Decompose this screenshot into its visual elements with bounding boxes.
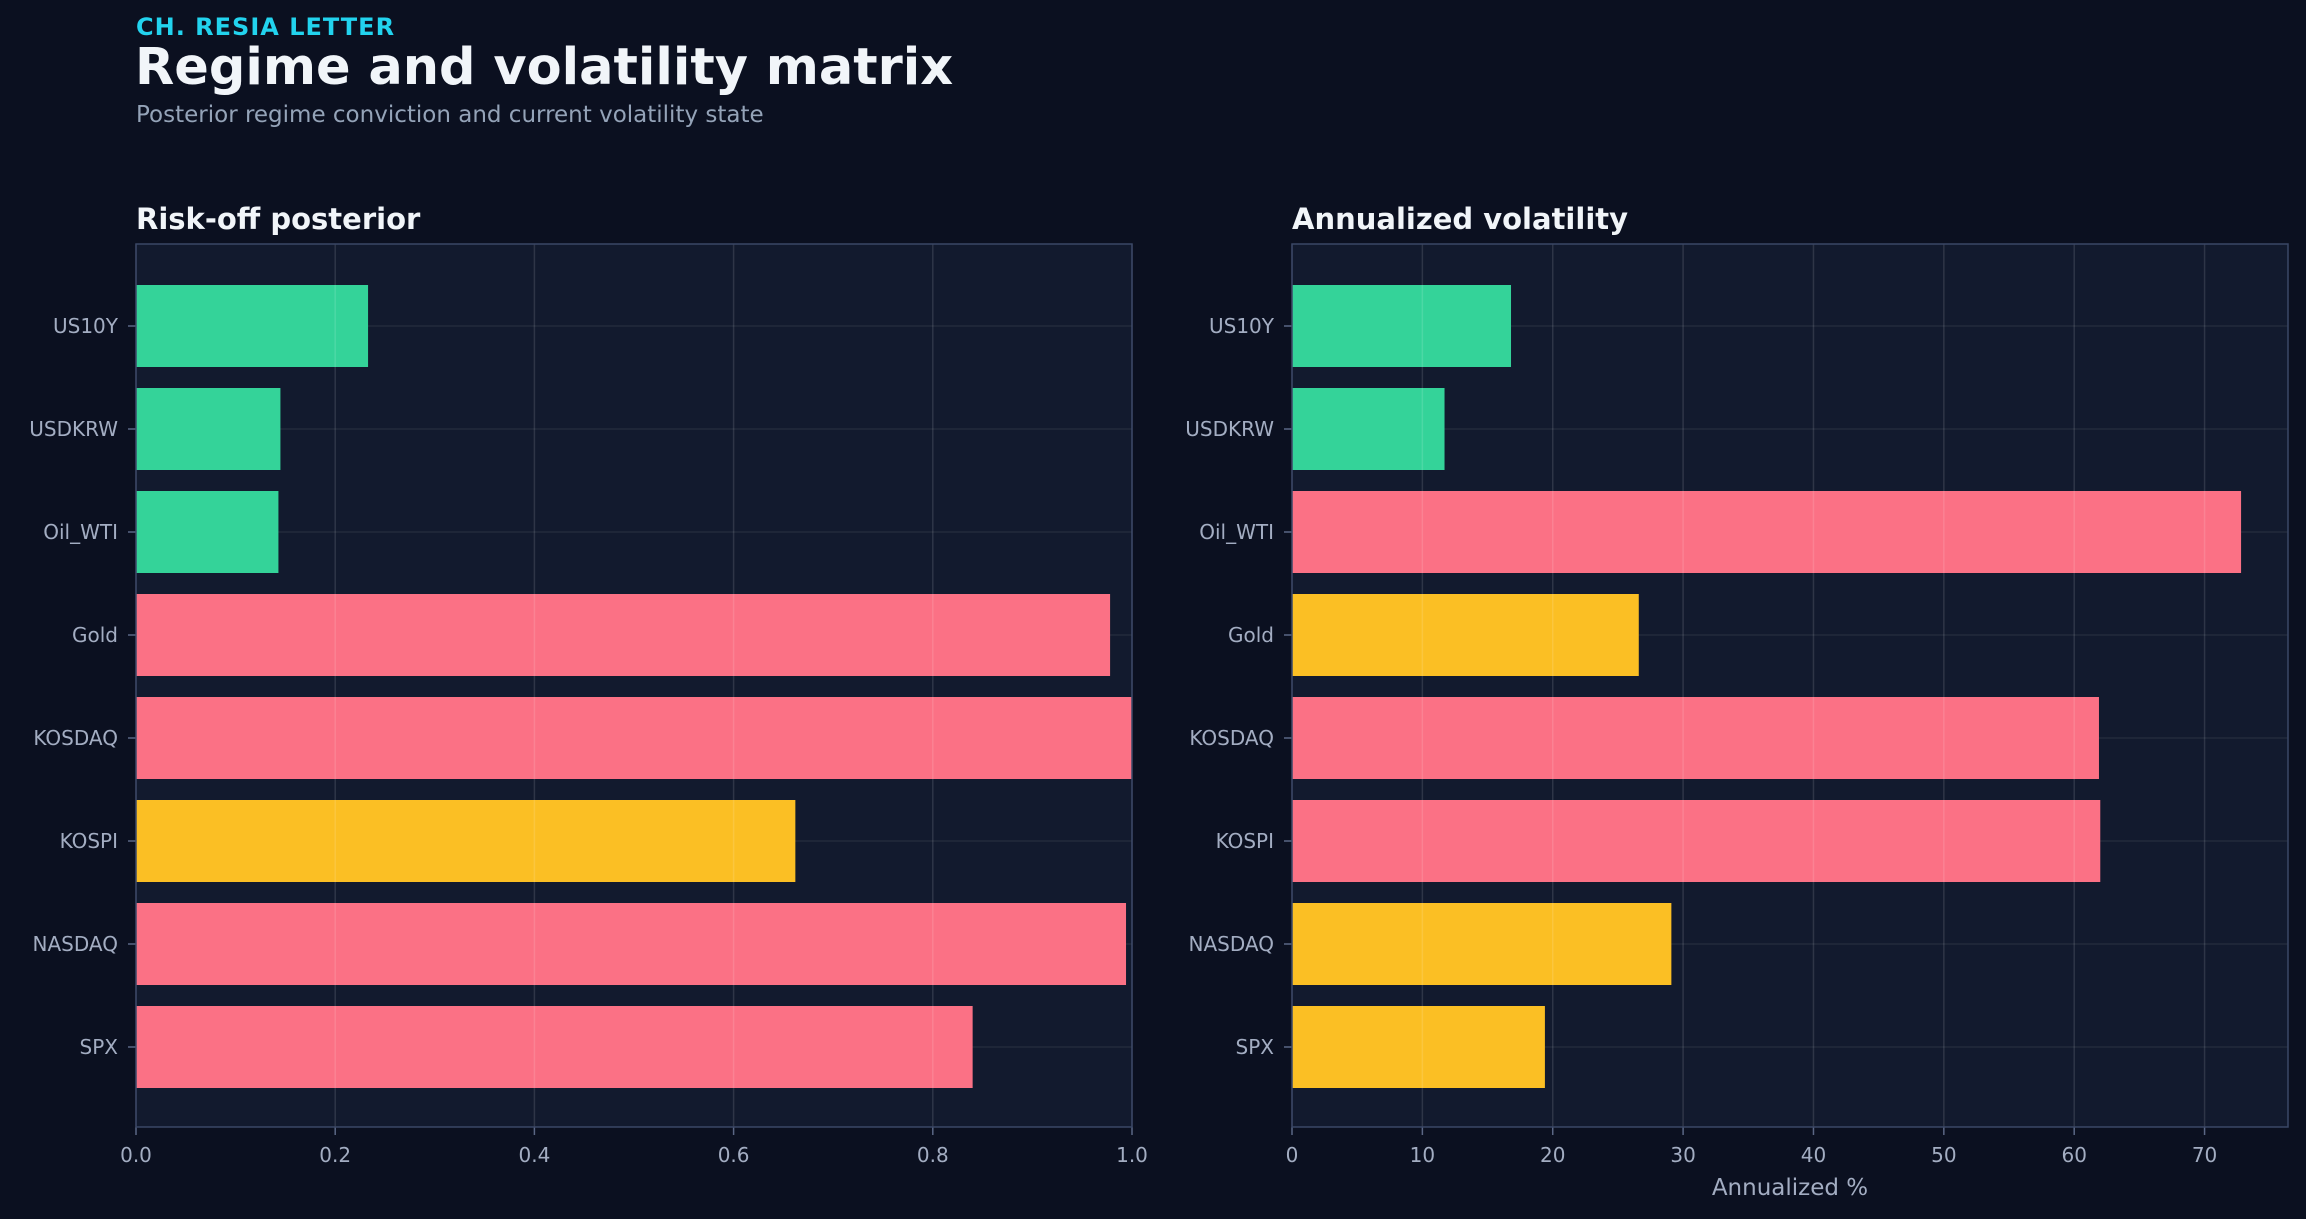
page-title: Regime and volatility matrix	[135, 38, 954, 97]
volatility-plot-border	[1291, 243, 2289, 1128]
volatility-plot-area	[1292, 244, 2288, 1127]
risk-off-panel-title: Risk-off posterior	[136, 202, 421, 236]
volatility-x-axis-label: Annualized %	[1712, 1175, 1868, 1201]
volatility-category-label: NASDAQ	[1189, 932, 1274, 956]
volatility-xtick-label: 50	[1931, 1143, 1956, 1167]
volatility-bar	[1292, 903, 1672, 985]
risk-off-category-label: US10Y	[53, 314, 119, 338]
risk-off-xtick-label: 1.0	[1116, 1143, 1148, 1167]
risk-off-xtick-label: 0.2	[319, 1143, 351, 1167]
risk-off-category-label: Oil_WTI	[43, 520, 118, 544]
risk-off-category-label: SPX	[80, 1035, 119, 1059]
volatility-bar	[1292, 594, 1639, 676]
risk-off-category-label: KOSPI	[60, 829, 118, 853]
volatility-category-label: SPX	[1236, 1035, 1275, 1059]
risk-off-plot-area	[136, 244, 1132, 1127]
risk-off-plot-border	[135, 243, 1133, 1128]
volatility-bar	[1292, 1006, 1545, 1088]
risk-off-category-label: KOSDAQ	[33, 726, 118, 750]
risk-off-category-label: Gold	[72, 623, 118, 647]
risk-off-bar	[136, 697, 1132, 779]
volatility-category-label: Oil_WTI	[1199, 520, 1274, 544]
volatility-xtick-label: 70	[2192, 1143, 2217, 1167]
risk-off-xtick-label: 0.8	[917, 1143, 949, 1167]
volatility-category-label: KOSPI	[1216, 829, 1274, 853]
volatility-xtick-label: 60	[2061, 1143, 2086, 1167]
risk-off-bar	[136, 903, 1127, 985]
risk-off-bar	[136, 491, 279, 573]
volatility-bar	[1292, 388, 1445, 470]
volatility-bar	[1292, 800, 2101, 882]
volatility-xtick-label: 30	[1670, 1143, 1695, 1167]
volatility-category-label: USDKRW	[1185, 417, 1274, 441]
risk-off-bar	[136, 1006, 973, 1088]
risk-off-category-label: NASDAQ	[33, 932, 118, 956]
page-subtitle: Posterior regime conviction and current …	[136, 102, 764, 128]
volatility-xtick-label: 10	[1410, 1143, 1435, 1167]
volatility-bar	[1292, 697, 2099, 779]
volatility-bar	[1292, 491, 2242, 573]
risk-off-bar	[136, 285, 369, 367]
volatility-panel-title: Annualized volatility	[1292, 202, 1629, 236]
risk-off-bar	[136, 388, 281, 470]
risk-off-xtick-label: 0.0	[120, 1143, 152, 1167]
kicker: CH. RESIA LETTER	[136, 13, 396, 41]
risk-off-category-label: USDKRW	[29, 417, 118, 441]
volatility-category-label: KOSDAQ	[1189, 726, 1274, 750]
risk-off-xtick-label: 0.4	[518, 1143, 550, 1167]
risk-off-bar	[136, 594, 1111, 676]
risk-off-xtick-label: 0.6	[718, 1143, 750, 1167]
risk-off-bar	[136, 800, 796, 882]
volatility-category-label: US10Y	[1209, 314, 1275, 338]
volatility-xtick-label: 40	[1801, 1143, 1826, 1167]
volatility-xtick-label: 20	[1540, 1143, 1565, 1167]
volatility-category-label: Gold	[1228, 623, 1274, 647]
volatility-bar	[1292, 285, 1512, 367]
volatility-xtick-label: 0	[1286, 1143, 1299, 1167]
